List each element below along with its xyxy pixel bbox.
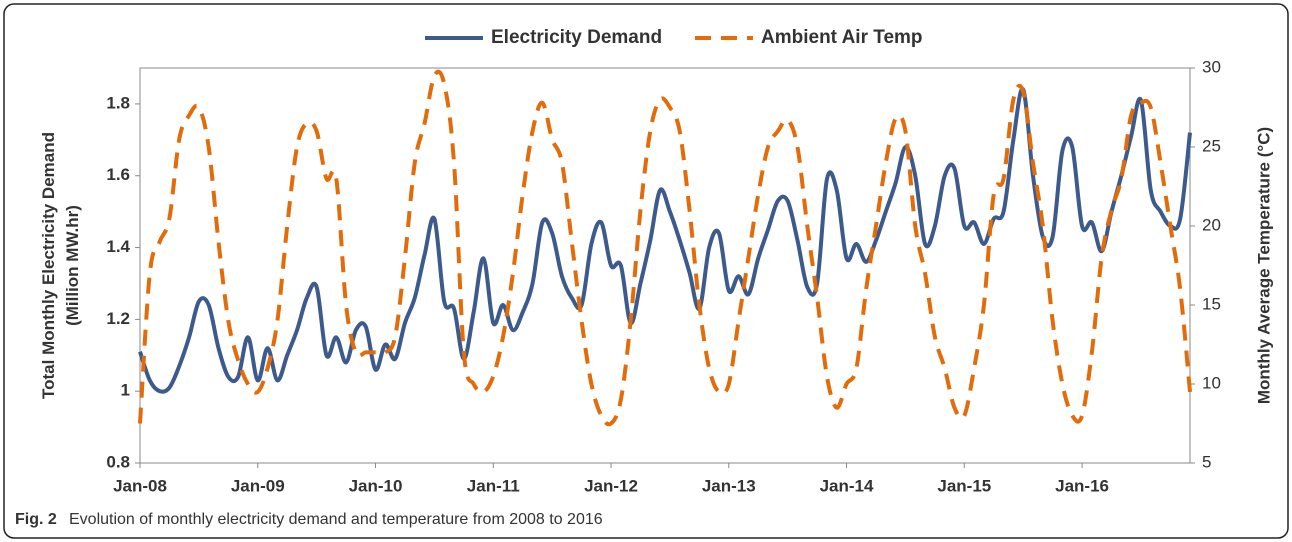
y-tick-label: 0.8 xyxy=(106,452,130,471)
y-axis-label-line: Total Monthly Electricity Demand xyxy=(39,132,58,399)
x-tick-label: Jan-08 xyxy=(113,476,167,495)
y-axis-label: Total Monthly Electricity Demand (Million… xyxy=(39,132,82,399)
x-tick-label: Jan-16 xyxy=(1055,476,1109,495)
y2-axis-label: Monthly Average Temperature (°C) xyxy=(1254,127,1273,404)
y-tick-label: 1.4 xyxy=(106,237,130,256)
y-tick-label: 1.6 xyxy=(106,165,130,184)
caption-label: Fig. 2 xyxy=(15,511,57,528)
x-tick-label: Jan-14 xyxy=(820,476,874,495)
legend-label: Electricity Demand xyxy=(491,27,662,48)
x-tick-label: Jan-15 xyxy=(937,476,991,495)
y-tick-label: 1.8 xyxy=(106,93,130,112)
x-tick-label: Jan-09 xyxy=(231,476,285,495)
y2-tick-label: 20 xyxy=(1202,215,1221,234)
y2-tick-label: 5 xyxy=(1202,452,1211,471)
caption: Evolution of monthly electricity demand … xyxy=(69,511,603,528)
y2-tick-label: 30 xyxy=(1202,57,1221,76)
y2-tick-label: 15 xyxy=(1202,294,1221,313)
x-tick-label: Jan-11 xyxy=(467,476,520,495)
legend-label: Ambient Air Temp xyxy=(761,27,923,48)
y-tick-label: 1 xyxy=(121,381,130,400)
x-tick-label: Jan-10 xyxy=(349,476,403,495)
frame xyxy=(3,3,1289,539)
x-tick-label: Jan-13 xyxy=(702,476,756,495)
y-axis-label-line: (Million MW.hr) xyxy=(63,205,82,326)
y2-tick-label: 10 xyxy=(1202,373,1221,392)
y-tick-label: 1.2 xyxy=(106,309,130,328)
x-tick-label: Jan-12 xyxy=(584,476,638,495)
y2-tick-label: 25 xyxy=(1202,136,1221,155)
series-line xyxy=(138,69,1192,427)
series-line xyxy=(138,87,1192,394)
plot-area xyxy=(139,67,1191,464)
